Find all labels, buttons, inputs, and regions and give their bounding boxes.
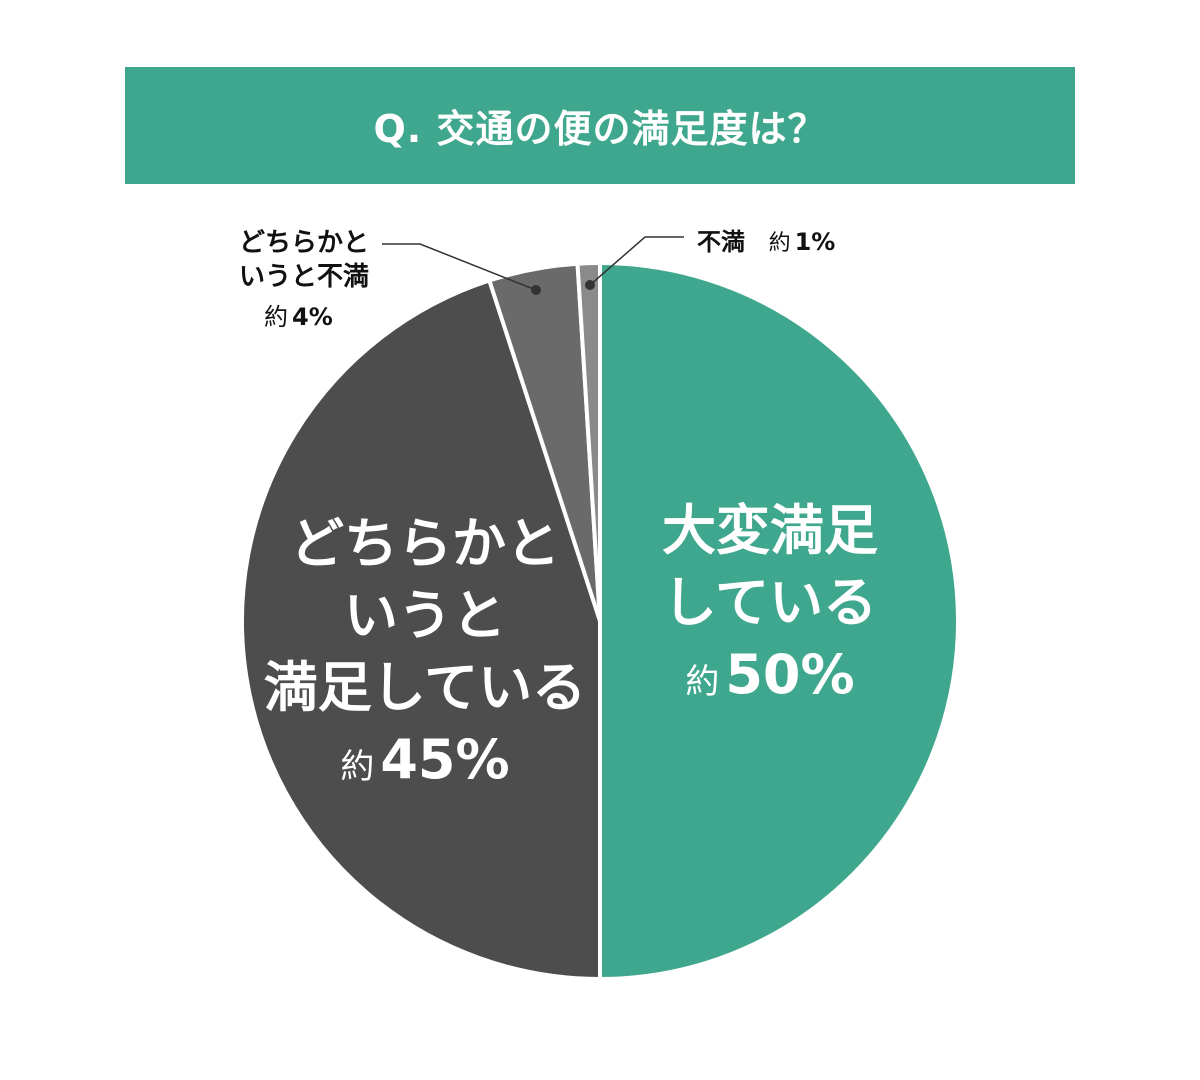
approx-prefix: 約: [685, 662, 720, 702]
label-dissatisfied: 不満 約 1%: [697, 222, 835, 257]
pie-slices: [240, 261, 960, 981]
slice-dissatisfied: [575, 261, 602, 623]
leader-dot-somewhat-dissatisfied: [531, 285, 541, 295]
label-somewhat-dissatisfied: どちらかと いうと不満 約 4%: [224, 226, 384, 334]
label-somewhat-dissatisfied-line1: どちらかと: [238, 228, 369, 258]
question-title-bar: Q. 交通の便の満足度は？: [125, 67, 1075, 184]
approx-prefix: 約: [340, 747, 375, 787]
percent-value: 4%: [292, 303, 333, 331]
percent-value: 45%: [380, 728, 510, 791]
leader-dot-dissatisfied: [585, 280, 595, 290]
label-somewhat-dissatisfied-value-row: 約 4%: [224, 300, 384, 334]
approx-prefix: 約: [264, 303, 288, 331]
label-somewhat-satisfied-line1: どちらかと: [290, 512, 560, 575]
label-very-satisfied: 大変満足 している 約 50%: [620, 495, 920, 706]
percent-value: 1%: [794, 228, 836, 256]
label-dissatisfied-name: 不満: [697, 228, 745, 256]
label-somewhat-dissatisfied-line2: いうと不満: [238, 262, 369, 292]
question-title: Q. 交通の便の満足度は？: [373, 107, 827, 151]
label-very-satisfied-value-row: 約 50%: [620, 643, 920, 706]
leader-line-dissatisfied: [589, 236, 684, 286]
percent-value: 50%: [725, 643, 855, 706]
leader-lines: [382, 236, 684, 295]
approx-prefix: 約: [768, 231, 791, 256]
label-somewhat-satisfied-value-row: 約 45%: [250, 728, 600, 791]
leader-line-somewhat-dissatisfied: [382, 243, 537, 291]
label-very-satisfied-line1: 大変満足: [662, 499, 878, 562]
label-very-satisfied-line2: している: [662, 571, 878, 634]
label-somewhat-satisfied-line3: 満足している: [263, 656, 587, 719]
label-somewhat-satisfied-line2: いうと: [344, 584, 506, 647]
label-somewhat-satisfied: どちらかと いうと 満足している 約 45%: [250, 508, 600, 791]
slice-very-satisfied: [598, 261, 960, 981]
slice-somewhat-satisfied: [240, 278, 602, 981]
